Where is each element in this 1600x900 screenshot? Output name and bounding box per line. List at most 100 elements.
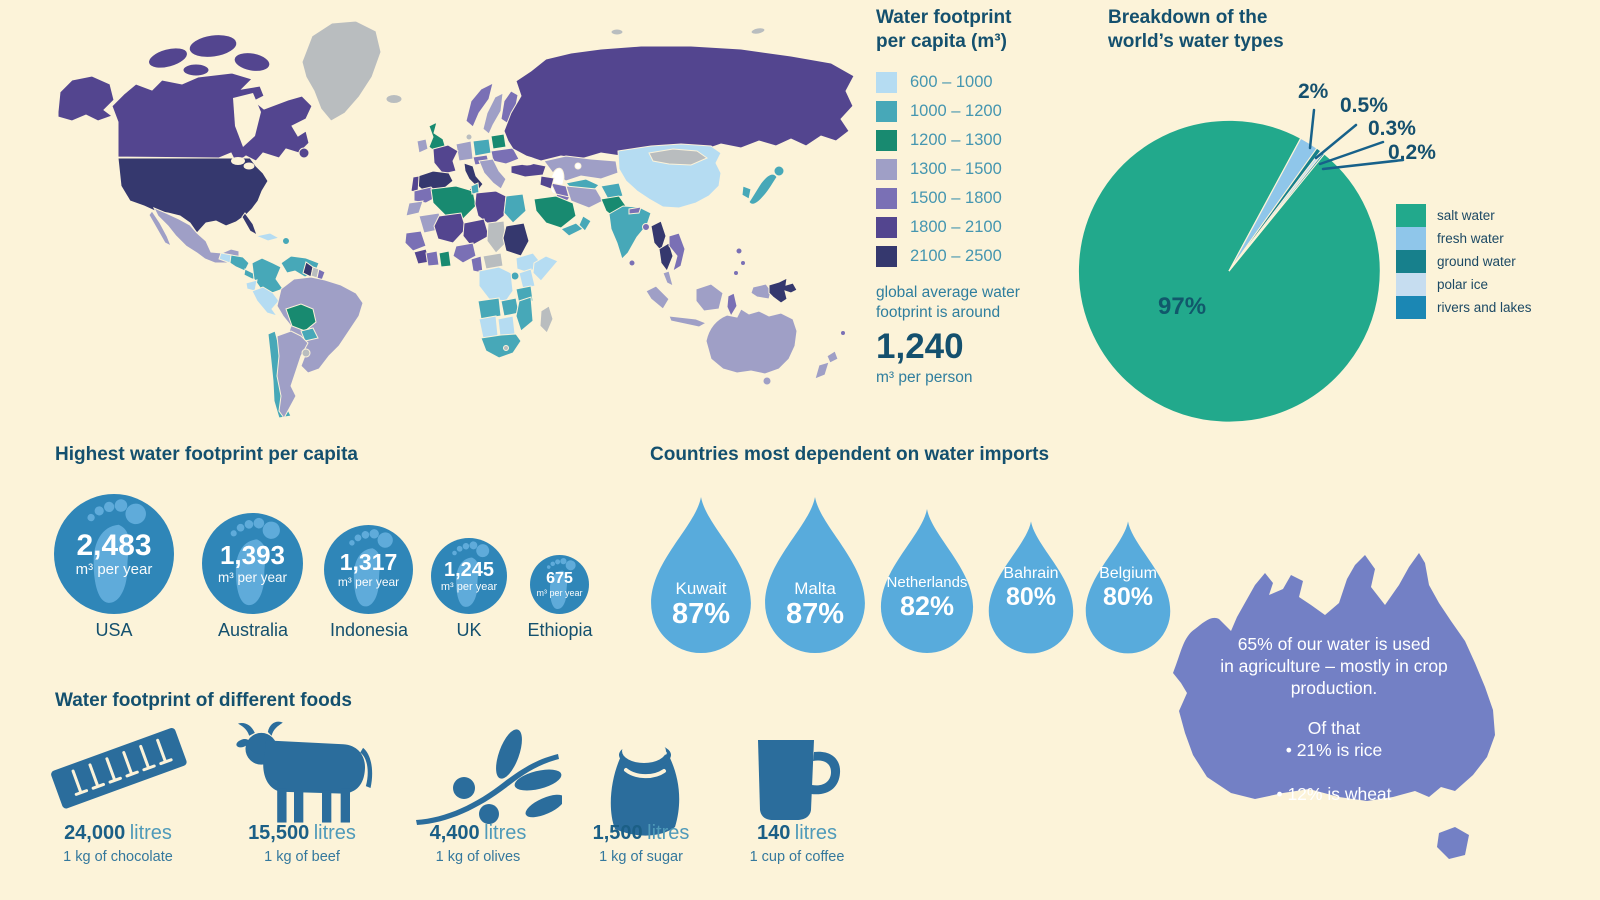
legend-range-label: 1200 – 1300 (910, 131, 1002, 149)
map-bolivia (285, 303, 317, 332)
pie-legend-row: ground water (1396, 250, 1532, 273)
map-colombia (251, 257, 284, 294)
map-niger (462, 218, 490, 247)
map-legend-title: Water footprint per capita (m³) (876, 6, 1108, 54)
map-egypt (503, 193, 527, 224)
map-nepal (628, 206, 642, 215)
map-nicaragua (229, 254, 250, 272)
map-bangladesh (642, 223, 650, 231)
water-drop-icon (651, 497, 751, 654)
map-legend-row: 1300 – 1500 (876, 159, 1108, 180)
africa (404, 182, 559, 359)
legend-swatch (1396, 250, 1426, 273)
map-iraq (550, 182, 570, 198)
pie-callout-rivers: 0.2% (1388, 141, 1436, 164)
import-drop-netherlands: Netherlands 82% (879, 505, 975, 655)
cow-leg (340, 788, 350, 823)
australia-fact-block: 65% of our water is used in agriculture … (1143, 545, 1525, 890)
footprint-icon (546, 557, 576, 609)
map-afghanistan (600, 182, 624, 200)
map-lesotho (503, 345, 509, 351)
footprint-icon (452, 541, 490, 607)
food-desc: 1 kg of olives (435, 849, 521, 865)
water-drop-icon (880, 508, 974, 653)
map-syria (539, 175, 555, 190)
map-west-new-guinea (750, 283, 772, 300)
footprint-circle-australia: 1,393 m³ per year (202, 513, 303, 614)
map-mali (433, 212, 467, 244)
footprint-icon (230, 517, 280, 605)
map-western-sahara (405, 200, 424, 217)
pie-title: Breakdown of the world’s water types (1108, 6, 1284, 54)
map-mozambique (515, 296, 534, 332)
olive-stem (416, 754, 559, 825)
pie-legend-row: rivers and lakes (1396, 296, 1532, 319)
map-hispaniola (282, 237, 290, 245)
fact-bullet-rice: • 21% is rice (1285, 740, 1383, 760)
map-alaska (57, 75, 115, 122)
map-australia (705, 308, 798, 375)
footprint-country-label: Ethiopia (527, 620, 593, 640)
footprint-country-label: UK (456, 620, 482, 640)
chocolate-bar-icon (51, 727, 187, 809)
drop-percentage: 82% (899, 591, 955, 622)
footprint-unit: m³ per year (75, 561, 153, 579)
map-arctic-island (188, 34, 238, 58)
australia-fact-paragraph: 65% of our water is used in agriculture … (1143, 633, 1525, 699)
drop-text: Bahrain 80% (987, 565, 1075, 612)
food-value: 15,500 (248, 822, 310, 844)
map-legend-row: 1500 – 1800 (876, 188, 1108, 209)
map-poland (472, 138, 492, 157)
food-desc: 1 kg of chocolate (63, 849, 173, 865)
cow-leg (294, 790, 304, 823)
legend-swatch (1396, 204, 1426, 227)
map-legend-row: 1800 – 2100 (876, 217, 1108, 238)
map-legend: Water footprint per capita (m³) 600 – 10… (876, 6, 1108, 387)
south-america (245, 255, 364, 419)
drop-country: Bahrain (1003, 564, 1059, 582)
map-new-zealand-north (826, 350, 839, 364)
pie-salt-water-label: 97% (1158, 293, 1207, 320)
footprint-circle-uk: 1,245 m³ per year (431, 538, 507, 614)
food-value: 4,400 (429, 822, 480, 844)
map-legend-title-line2: per capita (m³) (876, 31, 1007, 52)
food-unit: litres (313, 822, 356, 844)
drop-country: Malta (794, 578, 836, 598)
map-uruguay (301, 348, 311, 358)
footprint-country-label: USA (95, 620, 133, 640)
map-mexico (152, 207, 240, 264)
pie-legend-label: polar ice (1437, 277, 1489, 292)
map-borneo (695, 283, 724, 312)
footprint-value: 1,393 (219, 540, 286, 571)
legend-range-label: 2100 – 2500 (910, 247, 1002, 265)
footprint-unit: m³ per year (440, 580, 498, 593)
note-line1: global average water (876, 284, 1020, 301)
pie-title-line2: world’s water types (1108, 31, 1284, 52)
map-sri-lanka (628, 259, 636, 267)
footprint-country-label: Indonesia (329, 620, 409, 640)
foods-section-title: Water footprint of different foods (55, 690, 352, 711)
food-desc: 1 kg of beef (264, 849, 340, 865)
footprint-unit: m³ per year (217, 569, 288, 585)
food-value: 24,000 (64, 822, 126, 844)
food-unit: litres (647, 822, 690, 844)
olive-leaf (525, 794, 562, 818)
fact-line3: production. (1290, 678, 1378, 698)
drop-text: Malta 87% (763, 579, 867, 632)
pie-legend: salt water fresh water ground water pola… (1396, 204, 1532, 319)
map-belarus (490, 133, 507, 150)
drop-text: Kuwait 87% (649, 579, 753, 632)
footprint-circle-ethiopia: 675 m³ per year (530, 555, 589, 614)
footprint-unit: m³ per year (337, 574, 400, 589)
global-average-note: global average water footprint is around (876, 283, 1108, 323)
coffee-mug-icon (758, 740, 841, 820)
legend-range-label: 1500 – 1800 (910, 189, 1002, 207)
footprint-unit: m³ per year (536, 587, 583, 598)
food-unit: litres (484, 822, 527, 844)
pie-callout-lines (1308, 108, 1405, 171)
mug-handle (811, 751, 841, 795)
sugar-sack-icon (610, 739, 680, 836)
legend-swatch (876, 159, 897, 180)
footprint-value: 1,245 (443, 558, 495, 581)
water-drop-icon (765, 497, 865, 654)
